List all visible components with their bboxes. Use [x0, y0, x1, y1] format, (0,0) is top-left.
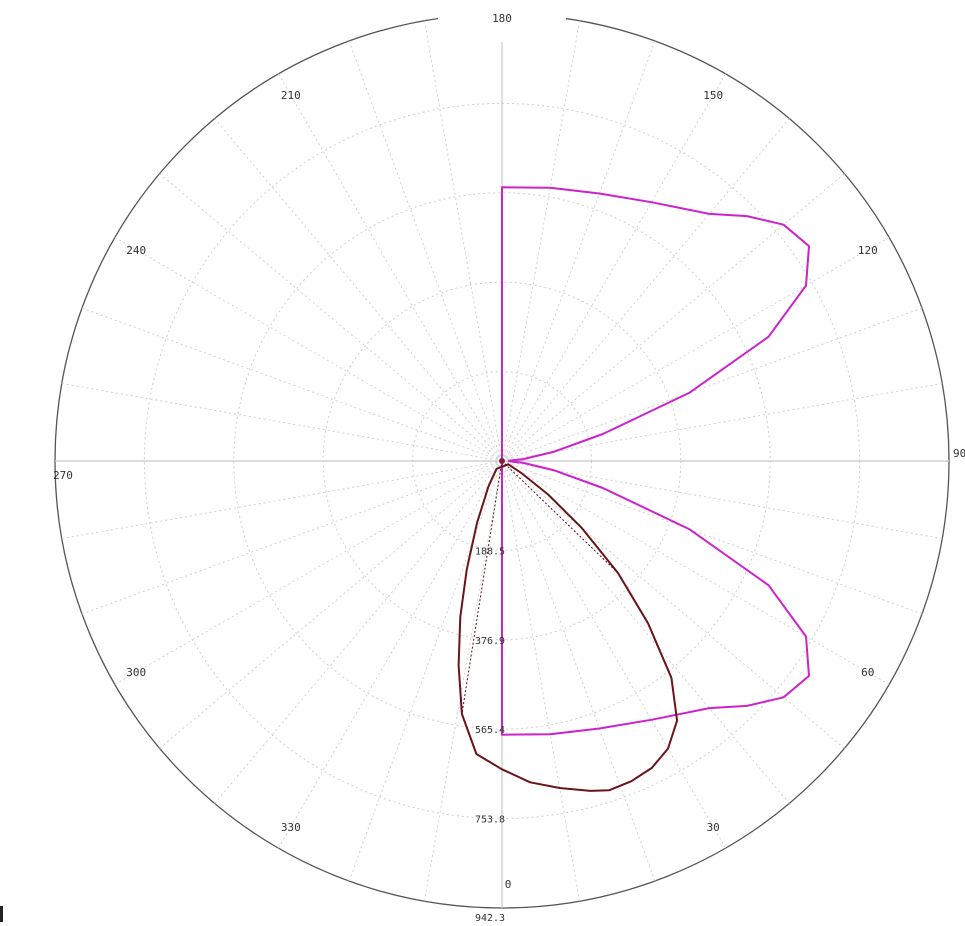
radial-tick-label: 376.9	[475, 636, 505, 647]
grid-spoke	[501, 460, 923, 615]
angle-label: 0	[505, 878, 512, 891]
series-c90-c270	[457, 463, 679, 792]
angle-label: 30	[707, 821, 720, 834]
corner-mark	[0, 906, 3, 922]
grid-spoke	[159, 173, 503, 462]
grid-spoke	[501, 382, 943, 462]
grid-spoke	[81, 460, 503, 615]
angle-label: 240	[126, 244, 146, 257]
series-c0-c180	[501, 186, 810, 736]
angle-label: 300	[126, 666, 146, 679]
grid-spoke	[423, 460, 503, 902]
grid-spoke	[501, 460, 890, 685]
angle-label: 60	[861, 666, 874, 679]
grid-spoke	[501, 40, 656, 462]
grid-spoke	[501, 237, 890, 462]
angle-label: 270	[53, 469, 73, 482]
grid-spoke	[61, 382, 503, 462]
radial-tick-label: 188.5	[475, 546, 505, 557]
series-layer	[457, 186, 810, 792]
angle-label: 90	[953, 447, 965, 460]
grid-spoke	[423, 20, 503, 462]
labels: 0 30 60 90 120 150 180 210 240 270 300 330 188.5 376.…	[53, 12, 965, 924]
angle-label: 330	[281, 821, 301, 834]
radial-tick-label: 565.4	[475, 725, 505, 736]
label-gap	[438, 8, 566, 42]
center-marker	[499, 458, 505, 464]
series-guide-line	[461, 460, 503, 715]
grid-spoke	[214, 118, 503, 462]
grid-spoke	[501, 173, 845, 462]
grid-spoke	[278, 460, 503, 849]
radial-tick-label: 753.8	[475, 815, 505, 826]
grid-spoke	[501, 118, 790, 462]
grid-spoke	[501, 460, 845, 749]
grid-spoke	[114, 237, 503, 462]
grid-spoke	[278, 73, 503, 462]
grid-spoke	[501, 307, 923, 462]
grid-spoke	[114, 460, 503, 685]
series-guide-line	[501, 460, 619, 574]
grid-spoke	[501, 460, 726, 849]
angle-label: 150	[703, 89, 723, 102]
grid-spoke	[61, 460, 503, 540]
grid-spoke	[159, 460, 503, 749]
grid-spoke	[501, 460, 790, 804]
grid-spoke	[501, 73, 726, 462]
angle-label: 180	[492, 12, 512, 25]
angle-label: 210	[281, 89, 301, 102]
angle-label: 120	[858, 244, 878, 257]
grid-spoke	[501, 20, 581, 462]
grid-spoke	[501, 460, 943, 540]
radial-tick-label: 942.3	[475, 913, 505, 924]
grid-spoke	[501, 460, 581, 902]
